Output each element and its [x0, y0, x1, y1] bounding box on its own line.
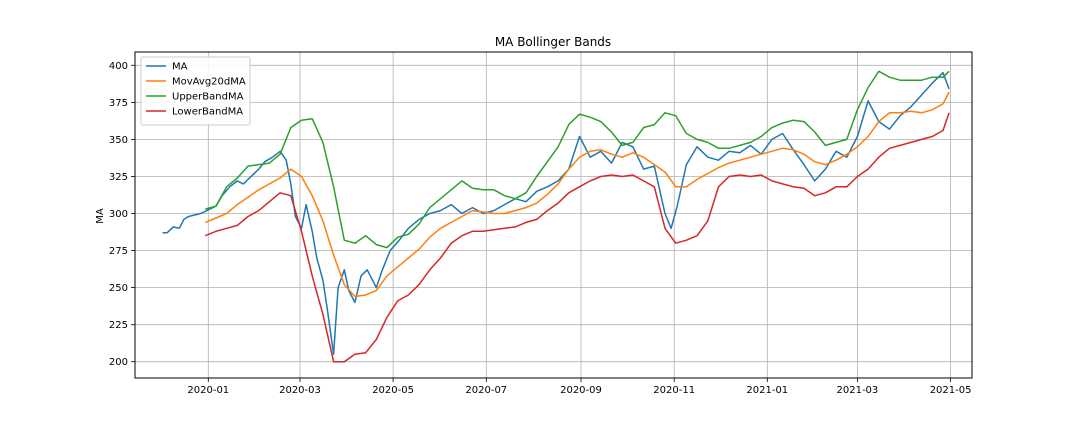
- series-line-movavg20dma: [205, 91, 950, 298]
- x-tick-label: 2020-05: [372, 385, 414, 396]
- series-line-upperbandma: [205, 70, 950, 249]
- y-tick-label: 200: [109, 357, 128, 368]
- x-tick-label: 2020-11: [653, 385, 695, 396]
- legend-label: MA: [172, 62, 188, 73]
- legend-label: UpperBandMA: [172, 92, 244, 103]
- x-tick-label: 2020-01: [187, 385, 229, 396]
- x-tick-label: 2020-09: [560, 385, 602, 396]
- plot-frame: [134, 51, 973, 379]
- y-tick-label: 325: [109, 172, 128, 183]
- y-tick-label: 275: [109, 246, 128, 257]
- legend: MA MovAvg20dMA UpperBandMA LowerBandMA: [140, 56, 251, 126]
- y-tick-label: 300: [109, 209, 128, 220]
- x-tick-label: 2021-01: [746, 385, 788, 396]
- series-lines: [162, 70, 950, 363]
- y-tick-label: 250: [109, 283, 128, 294]
- y-tick-label: 375: [109, 98, 128, 109]
- legend-label: LowerBandMA: [172, 107, 243, 118]
- x-tick-label: 2021-03: [837, 385, 879, 396]
- y-axis-label: MA: [95, 208, 106, 224]
- y-tick-label: 400: [109, 61, 128, 72]
- y-tick-label: 225: [109, 320, 128, 331]
- legend-box: [140, 56, 251, 126]
- legend-label: MovAvg20dMA: [172, 77, 246, 88]
- x-tick-label: 2020-07: [465, 385, 507, 396]
- chart-title: MA Bollinger Bands: [495, 35, 611, 49]
- grid-lines: [135, 52, 972, 378]
- y-tick-label: 350: [109, 135, 128, 146]
- x-tick-label: 2021-05: [930, 385, 972, 396]
- x-tick-label: 2020-03: [279, 385, 321, 396]
- axis-ticks: 2020-01 2020-03 2020-05 2020-07 2020-09 2020-…: [109, 61, 972, 396]
- series-line-lowerbandma: [205, 112, 950, 363]
